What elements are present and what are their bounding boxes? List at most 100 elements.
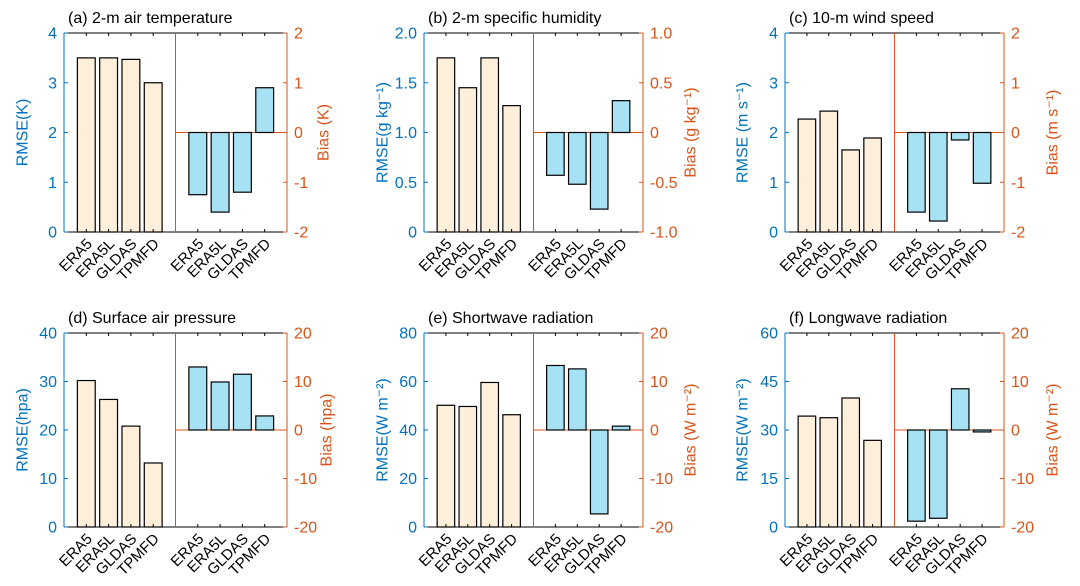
panel-a-rmse-bar-era5l — [99, 57, 119, 233]
panel-a-title: (a) 2-m air temperature — [68, 10, 233, 27]
panel-c-bias-bar-era5 — [907, 131, 926, 213]
panel-d-rmse-bar-era5l — [99, 398, 119, 528]
panel-e-bias-bar-tpmfd — [611, 425, 631, 431]
panel-e-right-tick-label: 10 — [650, 374, 668, 391]
panel-a-right-tick-label: -2 — [294, 225, 308, 242]
panel-e-left-tick-label: 20 — [399, 471, 417, 488]
panel-b-rmse-bar-era5 — [436, 57, 456, 233]
panel-a-rmse-bar-era5 — [76, 57, 96, 233]
panel-b-rmse-bar-tpmfd — [502, 105, 521, 233]
panel-a-left-tick-label: 0 — [48, 225, 57, 242]
panel-d-rmse-bar-gldas — [121, 425, 141, 528]
panel-c-left-tick-label: 0 — [769, 225, 778, 242]
panel-d-left-tick-label: 40 — [39, 326, 57, 343]
panel-d-rmse-bar-tpmfd — [143, 462, 163, 528]
panel-f-left-tick-label: 15 — [760, 471, 778, 488]
panel-f-left-tick-label: 30 — [760, 423, 778, 440]
panel-f-left-tick-label: 60 — [760, 326, 778, 343]
panel-d-bias-bar-era5l — [210, 381, 230, 431]
panel-a-bias-bar-era5l — [210, 131, 230, 213]
panel-e-bias-bar-gldas — [589, 429, 609, 515]
panel-c-left-tick-label: 4 — [769, 26, 778, 43]
panel-e-title: (e) Shortwave radiation — [428, 310, 593, 327]
panel-b-bias-bar-gldas — [589, 131, 609, 210]
panel-a-left-tick-label: 2 — [48, 125, 57, 142]
panel-c-left-tick-label: 3 — [769, 75, 778, 92]
panel-a-left-tick-label: 1 — [48, 175, 57, 192]
panel-a-rmse-bar-tpmfd — [143, 82, 163, 233]
panel-b-right-tick-label: 0.5 — [650, 75, 672, 92]
panel-f-right-tick-label: -10 — [1011, 471, 1034, 488]
panel-c-title: (c) 10-m wind speed — [789, 10, 934, 27]
panel-f-left-axis-label: RMSE(W m⁻²) — [735, 378, 752, 482]
panel-e-left-tick-label: 0 — [408, 520, 417, 537]
panel-e-right-tick-label: -10 — [650, 471, 673, 488]
panel-b-title: (b) 2-m specific humidity — [428, 10, 601, 27]
panel-f-left-tick-label: 45 — [760, 374, 778, 391]
panel-a-left-tick-label: 4 — [48, 26, 57, 43]
panel-b-left-tick-label: 1.5 — [395, 75, 417, 92]
panel-b-rmse-bar-gldas — [480, 57, 500, 233]
panel-b-right-axis-label: Bias (g kg⁻¹) — [683, 87, 700, 177]
panel-e-rmse-bar-era5l — [458, 405, 478, 528]
panel-a-right-tick-label: -1 — [294, 175, 308, 192]
panel-a-right-tick-label: 0 — [294, 125, 303, 142]
panel-c-right-tick-label: -1 — [1011, 175, 1025, 192]
panel-c-right-tick-label: 1 — [1011, 75, 1020, 92]
panel-c-right-tick-label: 2 — [1011, 26, 1020, 43]
panel-f-right-axis-label: Bias (W m⁻²) — [1045, 384, 1062, 477]
panel-c-rmse-bar-gldas — [841, 149, 861, 233]
panel-e-right-tick-label: 0 — [650, 423, 659, 440]
panel-e-left-axis-label: RMSE(W m⁻²) — [375, 378, 392, 482]
panel-b-left-tick-label: 2.0 — [395, 26, 417, 43]
panel-f-rmse-bar-gldas — [841, 397, 861, 528]
panel-c-rmse-bar-tpmfd — [863, 137, 882, 233]
panel-c-right-tick-label: 0 — [1011, 125, 1020, 142]
panel-e-rmse-bar-era5 — [436, 404, 456, 528]
panel-c-left-tick-label: 1 — [769, 175, 778, 192]
panel-e-left-tick-label: 60 — [399, 374, 417, 391]
panel-f-left-tick-label: 0 — [769, 520, 778, 537]
panel-b-bias-bar-tpmfd — [611, 100, 631, 134]
panel-f-rmse-bar-era5l — [819, 417, 839, 528]
panel-b-left-tick-label: 0.5 — [395, 175, 417, 192]
panel-a-right-axis-label: Bias (K) — [316, 104, 333, 161]
panel-b-right-tick-label: 0 — [650, 125, 659, 142]
panel-a-right-tick-label: 2 — [294, 26, 303, 43]
panel-d-left-tick-label: 30 — [39, 374, 57, 391]
panel-f-right-tick-label: 0 — [1011, 423, 1020, 440]
panel-d-right-axis-label: Bias (hpa) — [319, 394, 336, 467]
panel-c-left-tick-label: 2 — [769, 125, 778, 142]
panel-a-left-tick-label: 3 — [48, 75, 57, 92]
panel-d-left-tick-label: 10 — [39, 471, 57, 488]
panel-c-bias-bar-tpmfd — [972, 131, 992, 184]
panel-c-bias-bar-gldas — [950, 131, 970, 141]
panel-d-left-tick-label: 20 — [39, 423, 57, 440]
panel-b-right-tick-label: -0.5 — [650, 175, 678, 192]
panel-b-left-tick-label: 1.0 — [395, 125, 417, 142]
panel-b-rmse-bar-era5l — [458, 87, 478, 233]
panel-a-rmse-bar-gldas — [121, 58, 141, 233]
panel-d-left-axis-label: RMSE(hpa) — [15, 388, 32, 472]
panel-b-left-axis-label: RMSE(g kg⁻¹) — [375, 82, 392, 183]
panel-a-bias-bar-tpmfd — [255, 87, 275, 134]
panel-f-bias-bar-era5l — [928, 429, 948, 519]
panel-d-right-tick-label: 20 — [294, 326, 312, 343]
panel-e-right-tick-label: 20 — [650, 326, 668, 343]
panel-f-right-tick-label: 10 — [1011, 374, 1029, 391]
panel-b-bias-bar-era5l — [567, 131, 587, 185]
panel-f-rmse-bar-tpmfd — [863, 439, 882, 528]
panel-d-bias-bar-gldas — [232, 373, 252, 431]
panel-b-right-tick-label: -1.0 — [650, 225, 678, 242]
panel-e-left-tick-label: 80 — [399, 326, 417, 343]
panel-e-right-tick-label: -20 — [650, 520, 673, 537]
panel-f-title: (f) Longwave radiation — [789, 310, 947, 327]
panel-e-bias-bar-era5l — [567, 368, 587, 431]
panel-d-bias-bar-tpmfd — [255, 415, 275, 431]
panel-d-title: (d) Surface air pressure — [68, 310, 236, 327]
panel-f-bias-bar-tpmfd — [972, 429, 992, 433]
